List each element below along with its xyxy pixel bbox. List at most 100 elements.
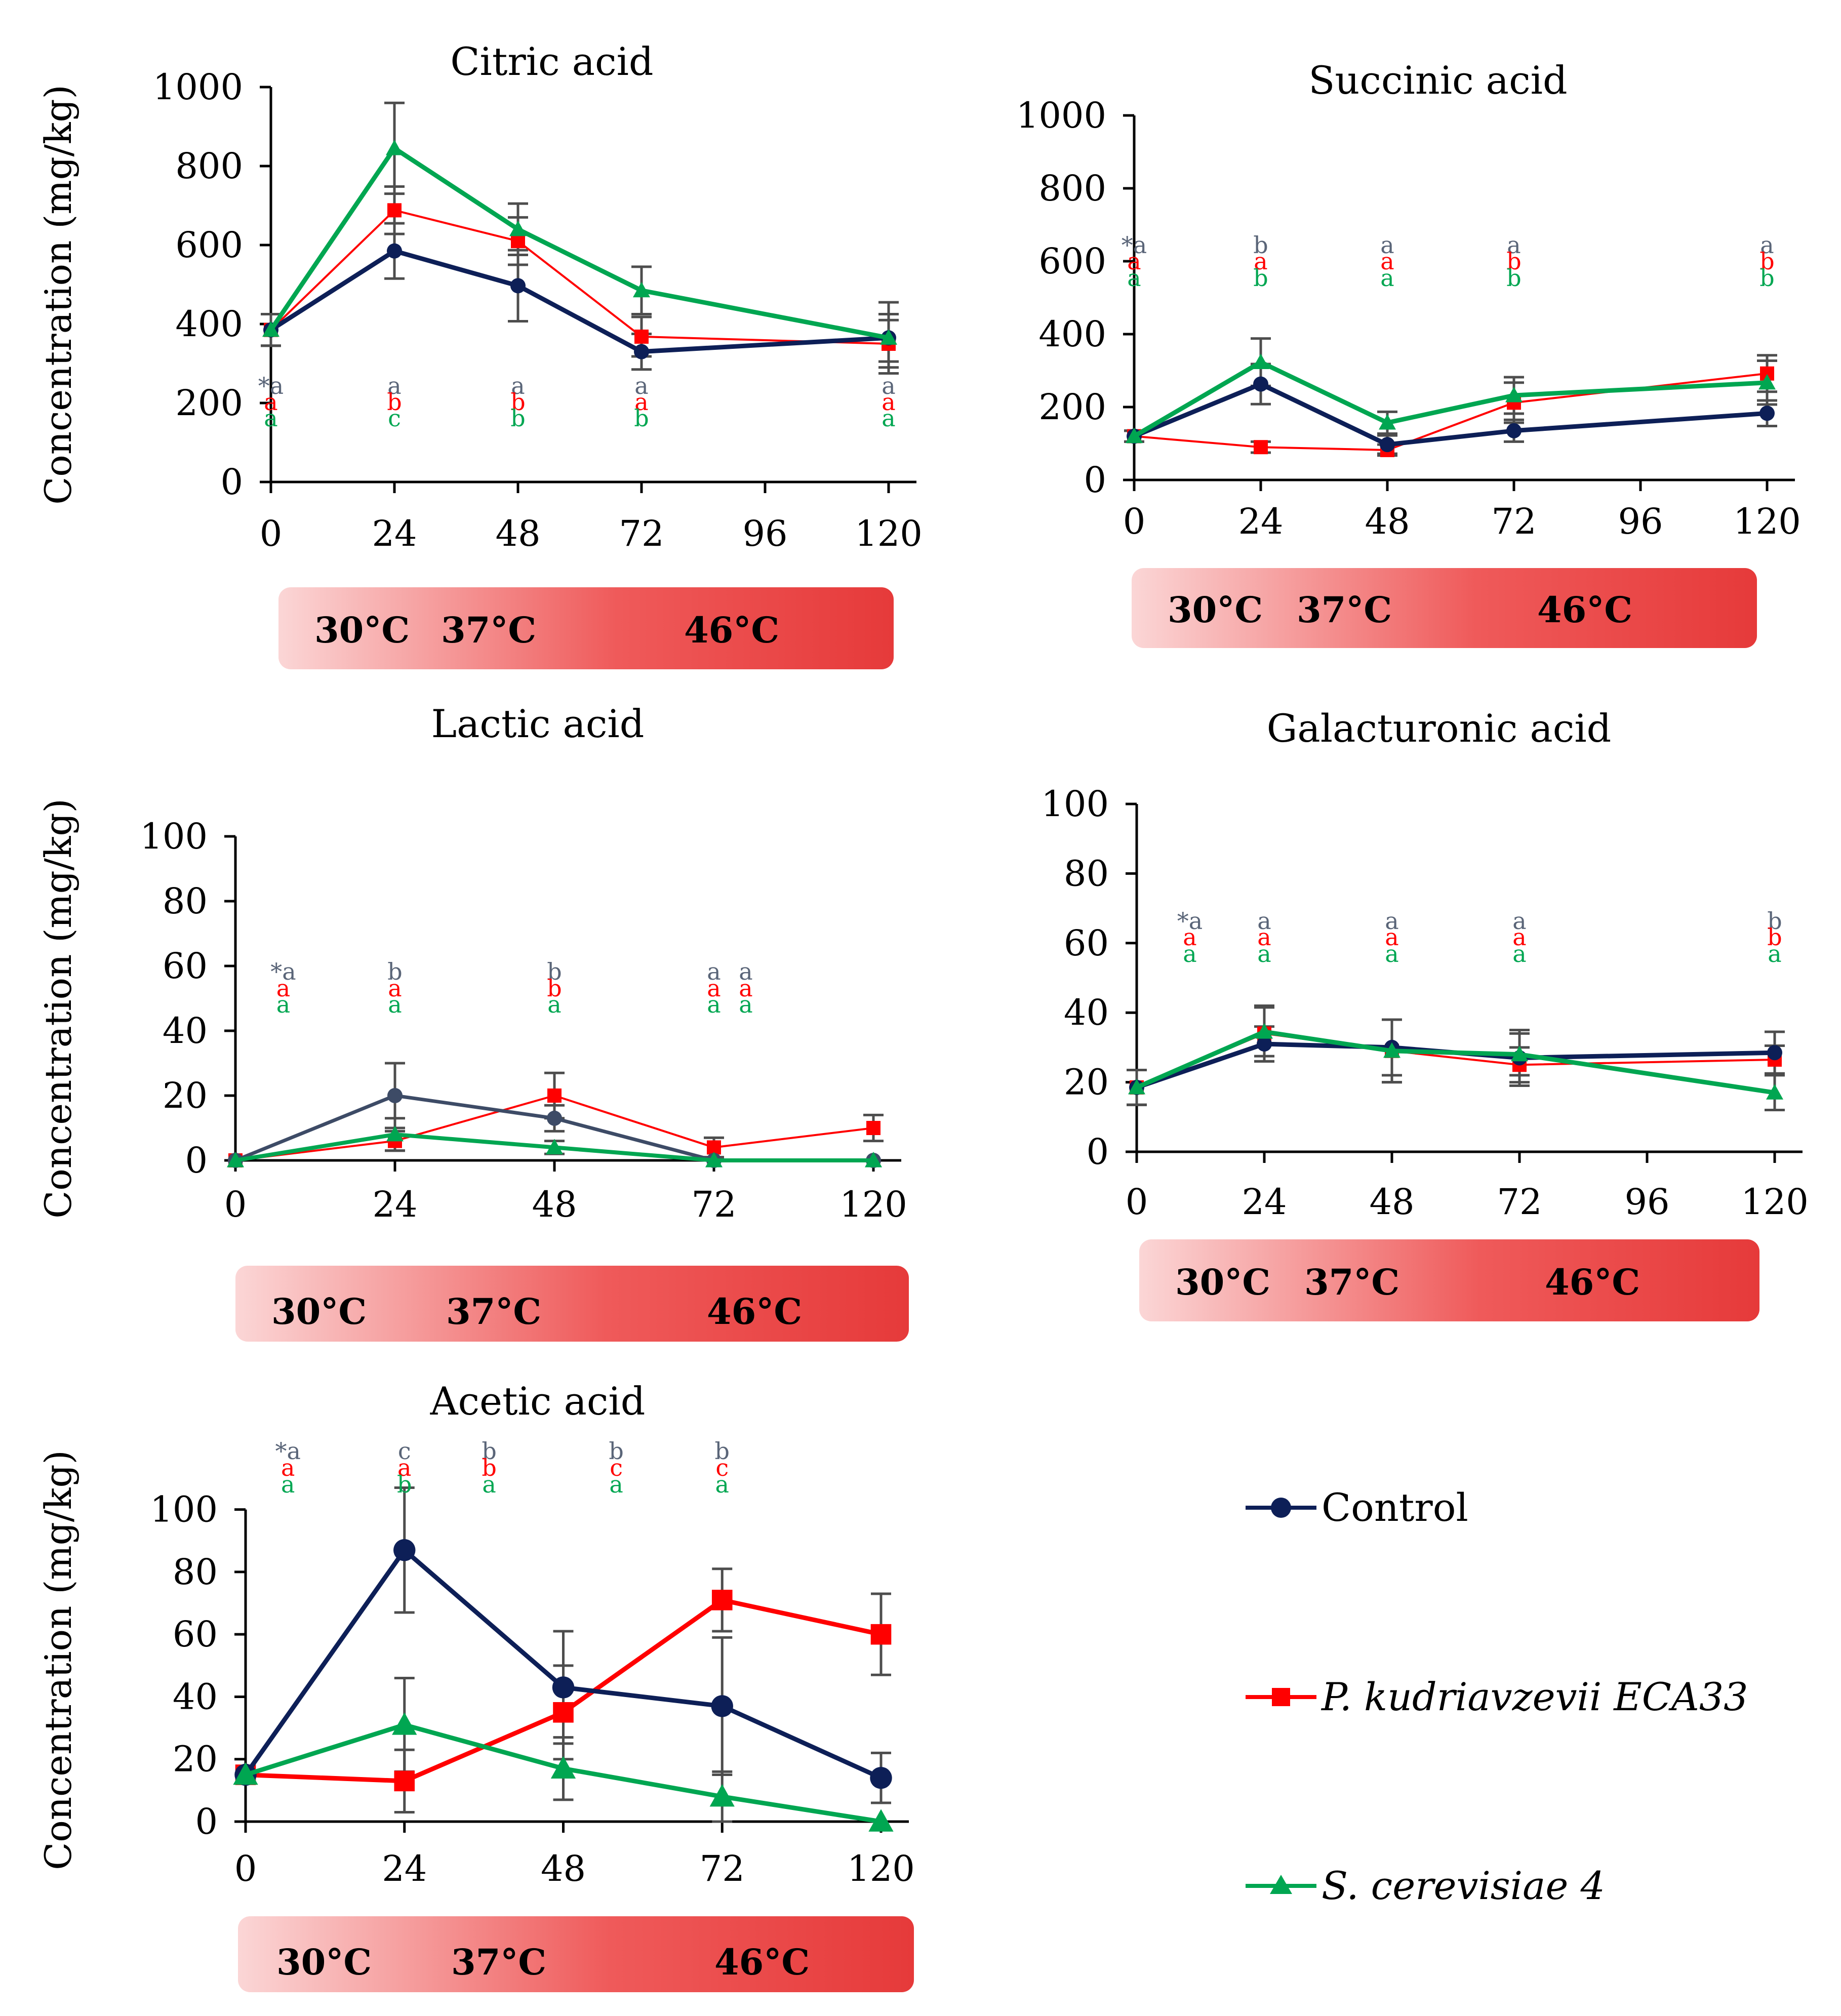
y-tick-label: 60 xyxy=(163,945,208,987)
y-tick-label: 80 xyxy=(163,880,208,922)
legend-item-control: Control xyxy=(1246,1485,1468,1530)
significance-letter-sc: c xyxy=(388,405,401,432)
significance-letter-pk: b xyxy=(1759,248,1774,275)
y-tick-label: 80 xyxy=(1064,853,1109,894)
data-point-control xyxy=(1257,1036,1272,1052)
y-axis-label: Concentration (mg/kg) xyxy=(37,85,79,504)
data-point-pk xyxy=(511,234,525,249)
x-tick-label: 24 xyxy=(382,1848,427,1889)
significance-letter-sc: a xyxy=(739,991,752,1018)
y-tick-label: 100 xyxy=(150,1489,218,1530)
significance-letter-control: b xyxy=(1767,907,1782,935)
significance-letter-control: a xyxy=(882,372,895,399)
significance-letter-sc: a xyxy=(1380,264,1394,292)
data-point-sc xyxy=(1383,1042,1400,1058)
temperature-label: 46°C xyxy=(684,609,779,651)
y-tick-label: 800 xyxy=(175,145,243,187)
significance-letter-pk: a xyxy=(739,975,752,1002)
data-point-sc xyxy=(509,220,527,236)
data-point-sc xyxy=(1126,427,1143,443)
significance-letter-control: a xyxy=(1512,907,1526,935)
significance-letter-pk: a xyxy=(1385,923,1398,951)
chart-title: Galacturonic acid xyxy=(1267,706,1612,751)
data-point-sc xyxy=(1256,1023,1273,1039)
significance-letter-pk: c xyxy=(715,1454,729,1481)
x-tick-label: 120 xyxy=(855,513,923,554)
legend-item-pk: P. kudriavzevii ECA33 xyxy=(1246,1674,1748,1719)
temperature-label: 37°C xyxy=(441,609,536,651)
significance-letter-pk: b xyxy=(387,388,402,416)
data-point-pk xyxy=(866,1121,881,1135)
x-tick-label: 120 xyxy=(1733,501,1801,542)
significance-letter-pk: a xyxy=(388,975,402,1002)
significance-letter-sc: b xyxy=(1506,264,1521,292)
significance-letter-sc: a xyxy=(1512,940,1526,967)
data-point-control xyxy=(387,243,402,259)
y-tick-label: 40 xyxy=(1064,992,1109,1033)
data-point-pk xyxy=(394,1770,415,1792)
x-tick-label: 72 xyxy=(691,1184,736,1225)
temperature-label: 46°C xyxy=(707,1291,802,1333)
significance-letter-control: a xyxy=(1257,907,1271,935)
data-point-pk xyxy=(387,203,402,218)
significance-letter-control: c xyxy=(398,1437,411,1465)
significance-letter-pk: a xyxy=(276,975,290,1002)
significance-letter-pk: b xyxy=(1506,248,1521,275)
temperature-label: 37°C xyxy=(1297,589,1392,631)
data-point-sc xyxy=(1766,1084,1783,1100)
significance-letter-sc: a xyxy=(388,991,402,1018)
significance-letter-control: *a xyxy=(275,1437,300,1465)
y-tick-label: 100 xyxy=(1041,783,1109,825)
significance-letter-sc: b xyxy=(1253,264,1268,292)
data-point-pk xyxy=(870,1624,892,1645)
significance-letter-pk: a xyxy=(882,388,895,416)
significance-letter-pk: b xyxy=(510,388,525,416)
significance-letter-sc: a xyxy=(1183,940,1196,967)
x-tick-label: 48 xyxy=(541,1848,586,1889)
legend-label: Control xyxy=(1322,1485,1468,1530)
significance-letter-control: b xyxy=(1253,231,1268,259)
data-point-sc xyxy=(1511,1045,1528,1062)
y-tick-label: 0 xyxy=(195,1801,218,1842)
x-tick-label: 24 xyxy=(372,513,417,554)
chart-title: Acetic acid xyxy=(430,1379,646,1424)
data-point-sc xyxy=(550,1756,576,1779)
y-axis-label: Concentration (mg/kg) xyxy=(37,798,79,1218)
data-point-control xyxy=(510,278,526,294)
chart-title: Citric acid xyxy=(450,39,653,84)
temperature-label: 46°C xyxy=(1545,1261,1640,1303)
series-line-sc xyxy=(269,146,889,340)
series-line-control xyxy=(269,249,889,354)
significance-letter-pk: b xyxy=(547,975,562,1002)
significance-letter-control: a xyxy=(387,372,401,399)
x-tick-label: 72 xyxy=(700,1848,745,1889)
significance-letter-pk: a xyxy=(707,975,721,1002)
significance-letter-sc: a xyxy=(482,1471,496,1498)
significance-letter-control: a xyxy=(634,372,648,399)
y-tick-label: 60 xyxy=(1064,922,1109,964)
series-line-pk xyxy=(270,209,889,345)
y-axis-label: Concentration (mg/kg) xyxy=(37,1450,79,1870)
x-tick-label: 48 xyxy=(1365,501,1410,542)
data-point-control xyxy=(634,344,649,359)
x-tick-label: 96 xyxy=(1618,501,1663,542)
significance-letter-sc: a xyxy=(281,1471,295,1498)
data-point-sc xyxy=(709,1784,735,1807)
temperature-label: 30°C xyxy=(271,1291,367,1333)
significance-letter-control: *a xyxy=(1177,907,1203,935)
x-tick-label: 0 xyxy=(1123,501,1146,542)
temperature-bar xyxy=(1132,568,1757,648)
x-tick-label: 72 xyxy=(1497,1181,1542,1223)
data-point-control xyxy=(1767,1045,1782,1061)
significance-letter-control: a xyxy=(1385,907,1398,935)
temperature-label: 30°C xyxy=(276,1941,372,1983)
temperature-label: 37°C xyxy=(1304,1261,1399,1303)
legend-item-sc: S. cerevisiae 4 xyxy=(1246,1863,1605,1908)
significance-letter-control: *a xyxy=(258,372,284,399)
y-tick-label: 40 xyxy=(173,1676,218,1717)
temperature-label: 46°C xyxy=(1537,589,1632,631)
significance-letter-pk: a xyxy=(264,388,277,416)
legend-label: S. cerevisiae 4 xyxy=(1322,1863,1605,1908)
significance-letter-pk: a xyxy=(634,388,648,416)
